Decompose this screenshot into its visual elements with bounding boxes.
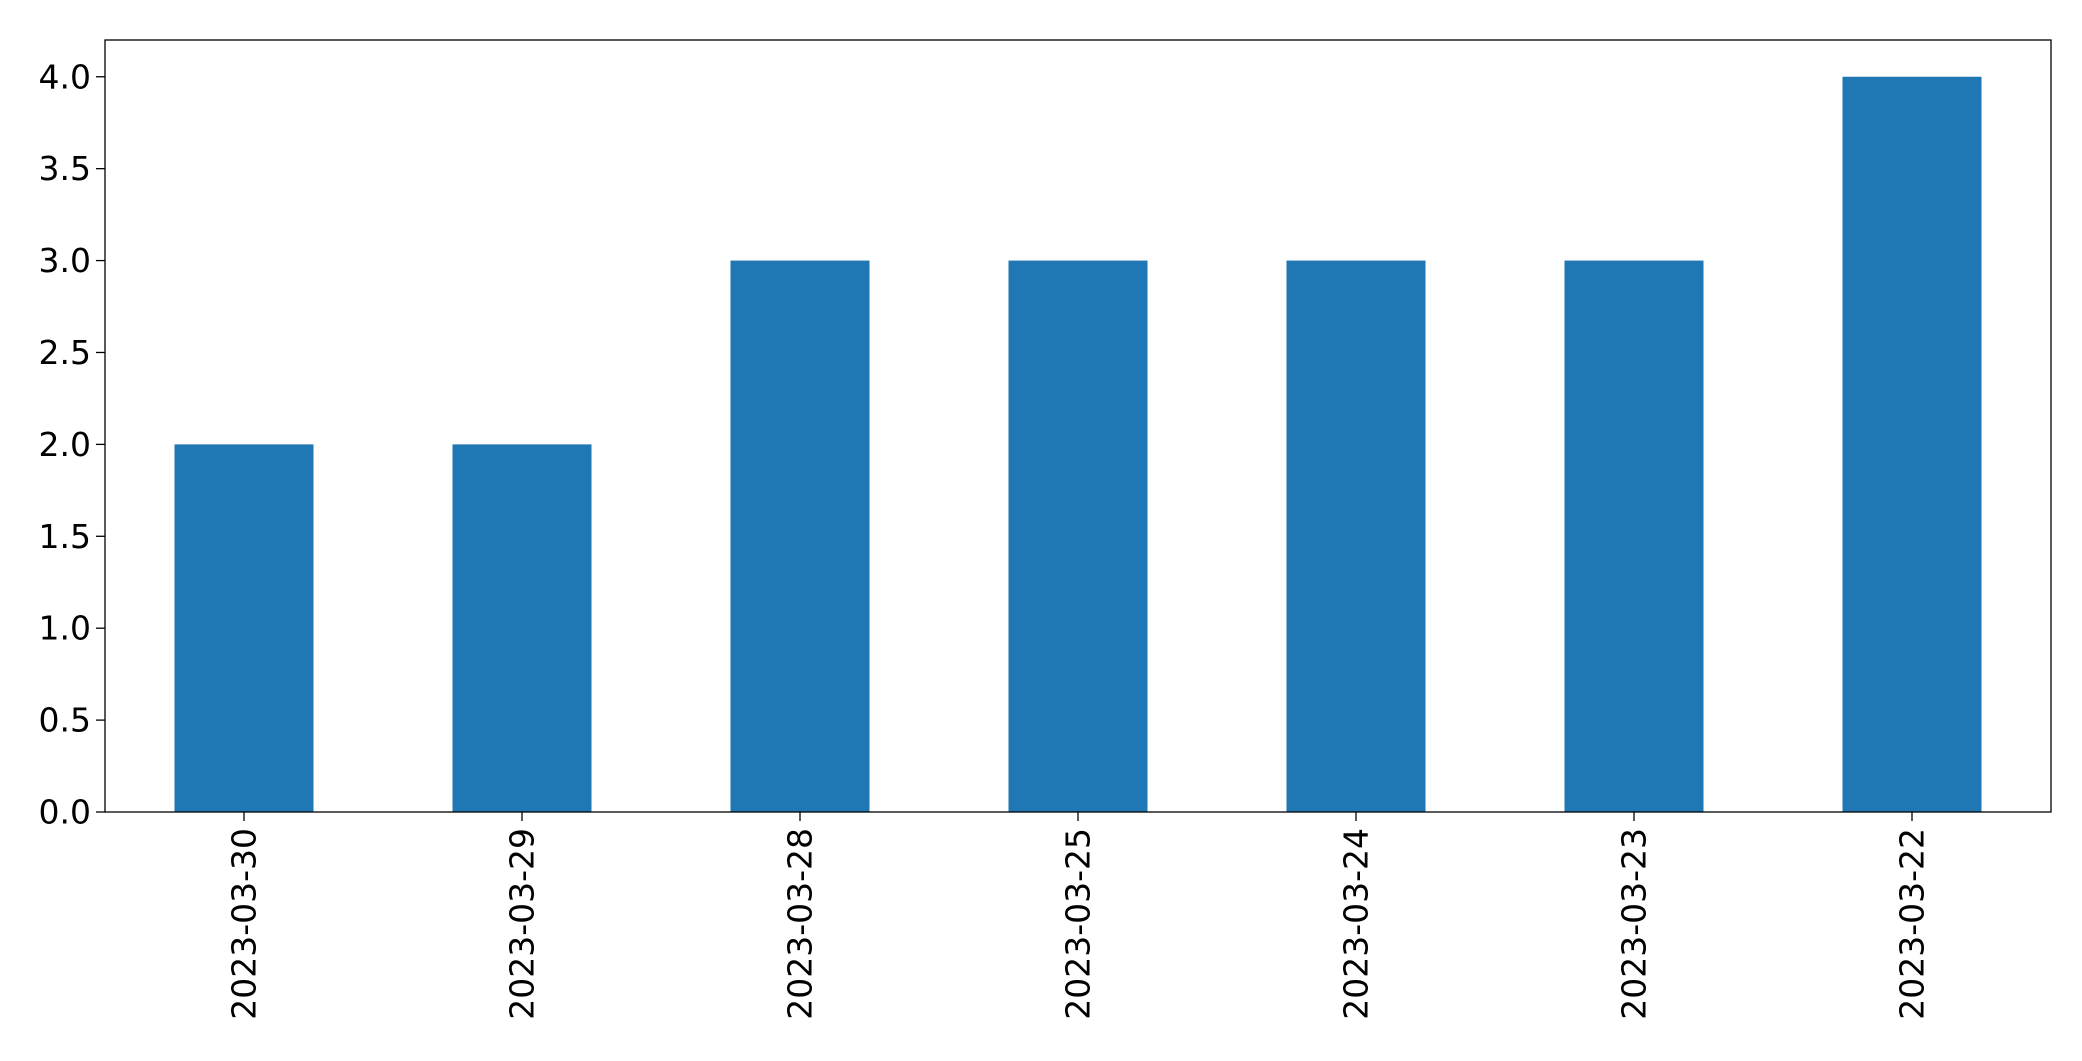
y-tick-label: 2.5 xyxy=(39,333,91,372)
y-tick-label: 0.5 xyxy=(39,701,91,740)
y-axis-ticks: 0.0 0.5 1.0 1.5 2.0 2.5 3.0 3.5 4.0 xyxy=(39,57,105,832)
x-tick-label: 2023-03-22 xyxy=(1893,828,1932,1020)
y-tick-label: 3.5 xyxy=(39,149,91,188)
y-tick-label: 1.5 xyxy=(39,517,91,556)
y-tick-label: 3.0 xyxy=(39,241,91,280)
bar-2023-03-28 xyxy=(730,260,870,813)
bar-2023-03-24 xyxy=(1286,260,1426,813)
y-tick-label: 1.0 xyxy=(39,609,91,648)
bars xyxy=(174,76,1982,813)
x-axis-ticks: 2023-03-30 2023-03-29 2023-03-28 2023-03-25… xyxy=(225,812,1932,1020)
x-tick-label: 2023-03-24 xyxy=(1337,828,1376,1020)
bar-2023-03-30 xyxy=(174,444,314,812)
x-tick-label: 2023-03-25 xyxy=(1059,828,1098,1020)
bar-2023-03-29 xyxy=(452,444,592,812)
bar-2023-03-23 xyxy=(1564,260,1704,813)
x-tick-label: 2023-03-29 xyxy=(503,828,542,1020)
bar-2023-03-25 xyxy=(1008,260,1148,813)
bar-2023-03-22 xyxy=(1842,76,1982,812)
y-tick-label: 0.0 xyxy=(39,793,91,832)
x-tick-label: 2023-03-30 xyxy=(225,828,264,1020)
x-tick-label: 2023-03-28 xyxy=(781,828,820,1020)
y-tick-label: 2.0 xyxy=(39,425,91,464)
x-tick-label: 2023-03-23 xyxy=(1615,828,1654,1020)
y-tick-label: 4.0 xyxy=(39,57,91,96)
plot-frame xyxy=(104,39,2052,813)
